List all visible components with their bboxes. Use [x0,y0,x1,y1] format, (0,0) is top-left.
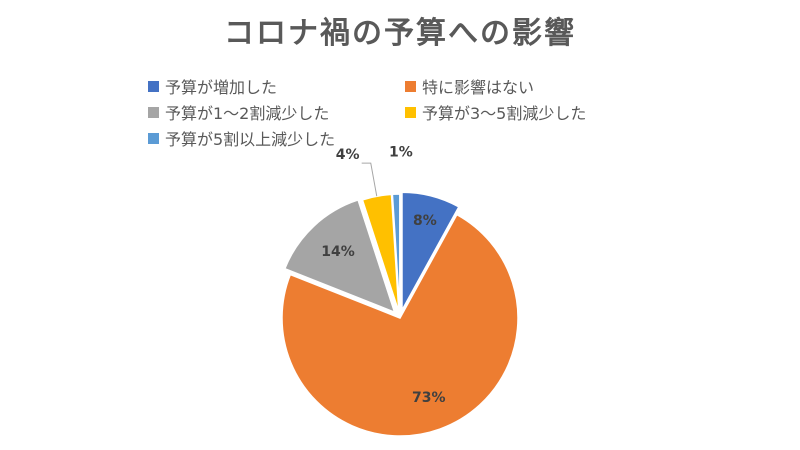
data-label-no-impact: 73% [412,390,446,406]
legend-swatch-no-impact [405,80,416,92]
legend-swatch-decrease-50-plus [148,132,159,144]
data-label-increase: 8% [413,213,437,229]
data-label-decrease-30-50: 4% [336,147,360,163]
data-label-decrease-10-20: 14% [321,244,355,260]
legend-item-no-impact: 特に影響はない [405,74,534,98]
legend-item-decrease-10-20: 予算が1～2割減少した [148,100,329,124]
legend-item-increase: 予算が増加した [148,74,277,98]
pie-data-labels: 8% 73% 14% 4% 1% [321,144,445,406]
pie-slice-decrease-10-20 [283,198,396,314]
legend-swatch-decrease-10-20 [148,106,159,118]
legend-label-decrease-50-plus: 予算が5割以上減少した [165,130,336,149]
pie-slice-increase [401,191,460,311]
legend-label-decrease-10-20: 予算が1～2割減少した [165,104,330,123]
pie-slice-no-impact [281,213,519,437]
leader-line-decrease-30-50 [361,162,378,197]
legend-item-decrease-30-50: 予算が3～5割減少した [405,100,586,124]
legend-swatch-decrease-30-50 [405,106,416,118]
legend-label-increase: 予算が増加した [165,78,278,97]
chart-title: コロナ禍の予算への影響 [224,16,576,51]
legend-swatch-increase [148,80,159,92]
pie-slice-decrease-50-plus [391,193,401,313]
legend-label-decrease-30-50: 予算が3～5割減少した [422,104,587,123]
legend-item-decrease-50-plus: 予算が5割以上減少した [148,126,335,150]
pie-slices [281,191,519,437]
pie-leader-lines [361,162,378,197]
legend-label-no-impact: 特に影響はない [422,78,535,97]
data-label-decrease-50-plus: 1% [389,144,413,160]
